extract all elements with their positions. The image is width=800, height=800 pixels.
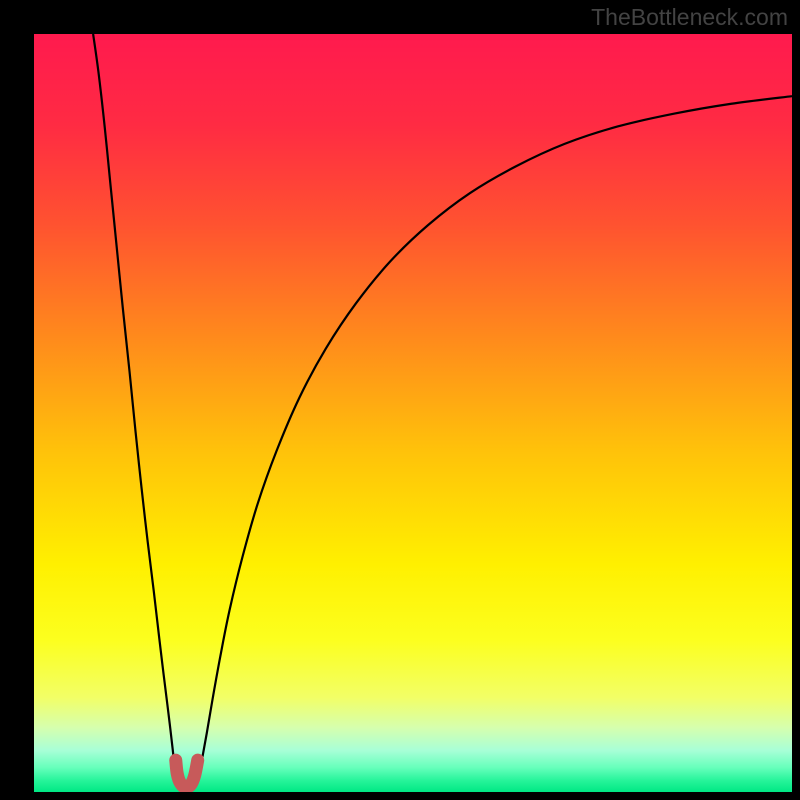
bottleneck-chart bbox=[0, 0, 800, 800]
gradient-background bbox=[34, 34, 792, 792]
watermark-text: TheBottleneck.com bbox=[591, 4, 788, 31]
